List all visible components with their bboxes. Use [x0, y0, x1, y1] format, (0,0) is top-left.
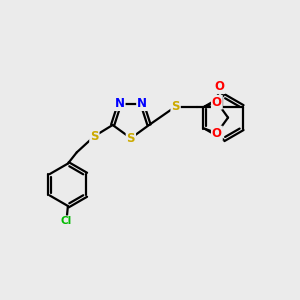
Text: S: S	[127, 132, 135, 145]
Text: O: O	[215, 80, 225, 93]
Text: S: S	[171, 100, 180, 113]
Text: S: S	[90, 130, 99, 143]
Text: N: N	[137, 97, 147, 110]
Text: Cl: Cl	[61, 216, 72, 226]
Text: O: O	[212, 96, 222, 109]
Text: O: O	[212, 127, 222, 140]
Text: N: N	[115, 97, 124, 110]
